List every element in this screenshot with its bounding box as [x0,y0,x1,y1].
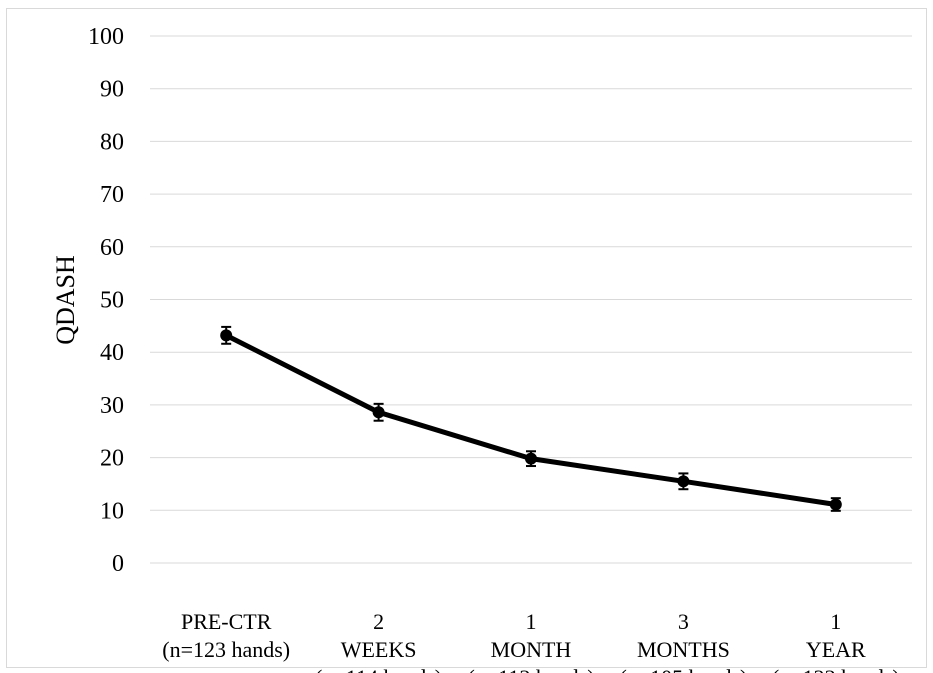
x-category-label: 2 WEEKS (n=114 hands) [315,609,442,673]
gridlines [150,35,912,564]
chart-frame [6,8,927,668]
series-layer [220,325,842,512]
data-point [677,475,690,488]
y-axis-ticks: 0 10 20 30 40 50 60 70 80 90 100 [88,24,124,577]
x-category-label: PRE-CTR (n=123 hands) [162,609,290,662]
y-tick-label: 30 [100,393,124,419]
x-category-label-line: 2 [373,609,384,634]
y-tick-label: 20 [100,446,124,472]
x-category-label-line: (n=123 hands) [162,637,290,662]
y-tick-label: 70 [100,182,124,208]
data-point [525,452,537,465]
y-tick-label: 50 [100,288,124,314]
y-tick-label: 10 [100,498,124,524]
series-line [223,332,839,508]
y-tick-label: 90 [100,77,124,103]
x-category-label-line: (n=113 hands) [467,665,594,673]
x-category-label-line: MONTH [491,637,572,662]
y-axis-title: QDASH [51,255,80,345]
y-tick-label: 100 [88,24,124,50]
x-category-label-line: (n=114 hands) [315,665,442,673]
x-axis-categories: PRE-CTR (n=123 hands) 2 WEEKS (n=114 hands) 1… [162,609,899,673]
x-category-label-line: 3 [678,609,689,634]
x-category-label-line: PRE-CTR [181,609,272,634]
x-category-label-line: (n=105 hands) [619,665,747,673]
data-point [372,406,385,419]
y-tick-label: 40 [100,340,124,366]
y-tick-label: 60 [100,235,124,261]
x-category-label: 1 MONTH (n=113 hands) [467,609,594,673]
y-tick-label: 0 [112,551,124,577]
x-category-label-line: 1 [830,609,841,634]
data-point [220,329,233,342]
y-tick-label: 80 [100,129,124,155]
x-category-label: 3 MONTHS (n=105 hands) [619,609,747,673]
x-category-label-line: MONTHS [637,637,730,662]
data-point [829,498,842,511]
x-category-label: 1 YEAR (n=123 hands) [772,609,900,673]
x-category-label-line: 1 [526,609,537,634]
x-category-label-line: YEAR [806,637,866,662]
x-category-label-line: (n=123 hands) [772,665,900,673]
x-category-label-line: WEEKS [341,637,417,662]
